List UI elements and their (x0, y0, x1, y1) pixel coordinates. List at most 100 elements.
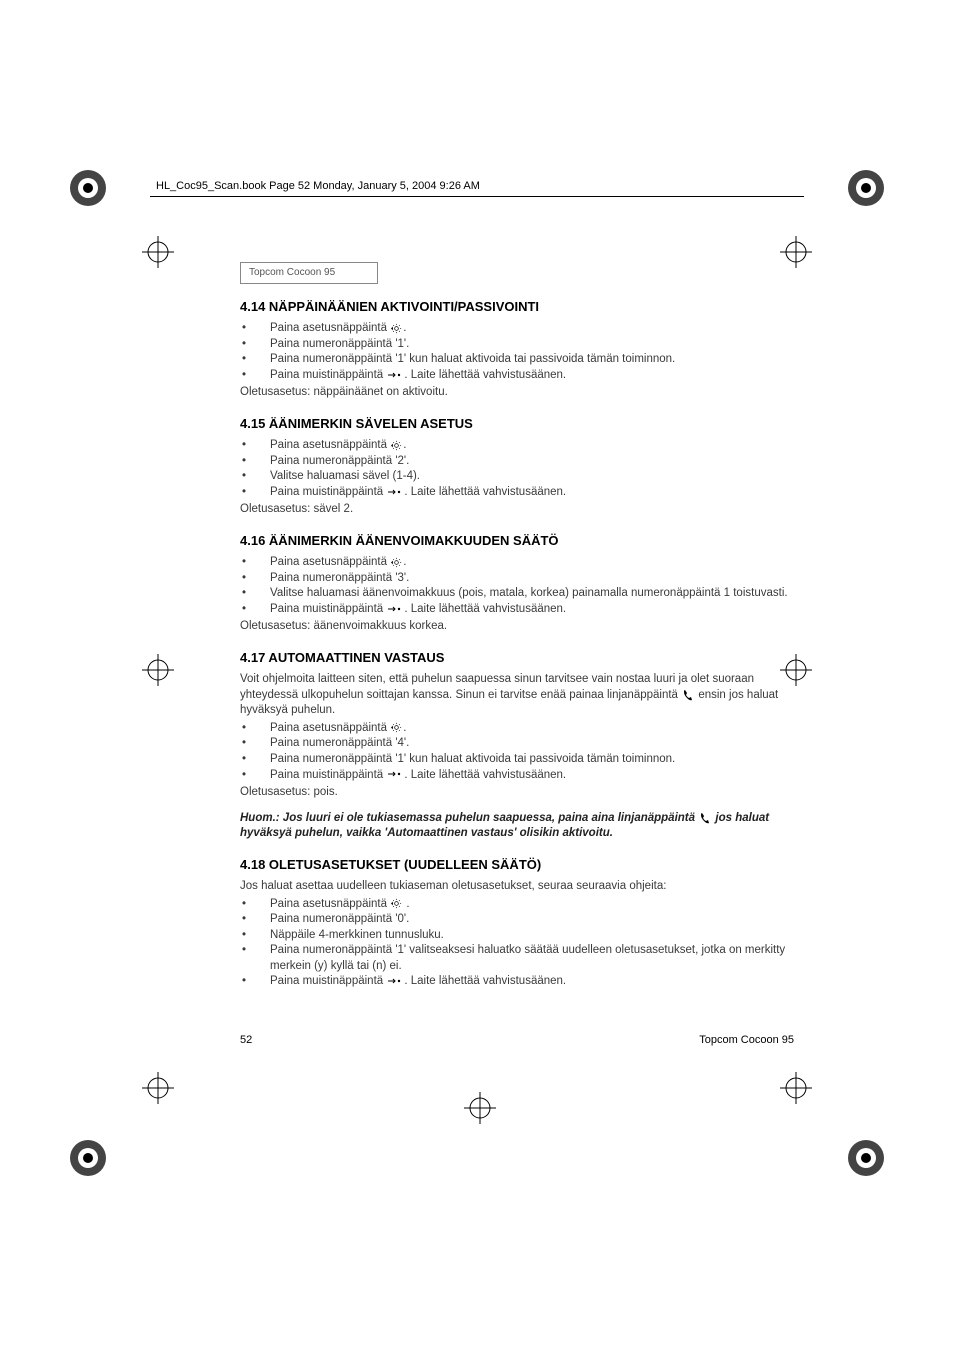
bullet-text: Valitse haluamasi äänenvoimakkuus (pois,… (270, 586, 794, 602)
doc-title-box: Topcom Cocoon 95 (240, 262, 378, 284)
list-item: •Paina asetusnäppäintä . (240, 721, 794, 737)
print-header-text: HL_Coc95_Scan.book Page 52 Monday, Janua… (156, 180, 480, 192)
list-item: •Paina numeronäppäintä '1' kun haluat ak… (240, 352, 794, 368)
list-item: •Paina asetusnäppäintä . (240, 897, 794, 913)
section: 4.15 ÄÄNIMERKIN SÄVELEN ASETUS•Paina ase… (240, 415, 794, 518)
page-number: 52 (240, 1034, 252, 1046)
bullet-list: •Paina asetusnäppäintä .•Paina numeronäp… (240, 897, 794, 990)
section: 4.18 OLETUSASETUKSET (UUDELLEEN SÄÄTÖ)Jo… (240, 856, 794, 990)
section: 4.16 ÄÄNIMERKIN ÄÄNENVOIMAKKUUDEN SÄÄTÖ •… (240, 532, 794, 635)
bullet-marker: • (240, 321, 270, 337)
section: 4.14 NÄPPÄINÄÄNIEN AKTIVOINTI/PASSIVOINT… (240, 298, 794, 401)
footer-brand: Topcom Cocoon 95 (699, 1034, 794, 1046)
memory-arrow-icon (387, 770, 403, 778)
list-item: •Paina asetusnäppäintä . (240, 321, 794, 337)
bullet-marker: • (240, 337, 270, 353)
list-item: •Valitse haluamasi äänenvoimakkuus (pois… (240, 586, 794, 602)
bullet-marker: • (240, 768, 270, 784)
crop-mark-br (838, 1130, 894, 1186)
settings-icon (391, 557, 402, 568)
section-intro: Voit ohjelmoita laitteen siten, että puh… (240, 672, 794, 719)
settings-icon (391, 440, 402, 451)
bullet-marker: • (240, 943, 270, 974)
settings-icon (391, 323, 402, 334)
phone-icon (682, 689, 694, 701)
reg-mark-bc (460, 1088, 500, 1128)
section-footer: Oletusasetus: pois. (240, 785, 794, 801)
bullet-marker: • (240, 352, 270, 368)
bullet-marker: • (240, 974, 270, 990)
bullet-text: Paina asetusnäppäintä . (270, 438, 794, 454)
list-item: •Paina muistinäppäintä . Laite lähettää … (240, 974, 794, 990)
bullet-marker: • (240, 368, 270, 384)
bullet-marker: • (240, 928, 270, 944)
bullet-marker: • (240, 586, 270, 602)
bullet-text: Valitse haluamasi sävel (1-4). (270, 469, 794, 485)
page-content: Topcom Cocoon 95 4.14 NÄPPÄINÄÄNIEN AKTI… (240, 262, 794, 992)
list-item: •Näppäile 4-merkkinen tunnusluku. (240, 928, 794, 944)
list-item: •Paina numeronäppäintä '3'. (240, 571, 794, 587)
list-item: •Paina numeronäppäintä '2'. (240, 454, 794, 470)
bullet-marker: • (240, 485, 270, 501)
bullet-text: Paina asetusnäppäintä . (270, 555, 794, 571)
bullet-list: •Paina asetusnäppäintä .•Paina numeronäp… (240, 721, 794, 783)
section-heading: 4.16 ÄÄNIMERKIN ÄÄNENVOIMAKKUUDEN SÄÄTÖ (240, 532, 794, 550)
list-item: •Valitse haluamasi sävel (1-4). (240, 469, 794, 485)
bullet-text: Paina muistinäppäintä . Laite lähettää v… (270, 768, 794, 784)
memory-arrow-icon (387, 488, 403, 496)
bullet-marker: • (240, 438, 270, 454)
bullet-marker: • (240, 721, 270, 737)
reg-mark-ml (138, 650, 178, 690)
bullet-text: Paina asetusnäppäintä . (270, 721, 794, 737)
bullet-marker: • (240, 752, 270, 768)
bullet-text: Paina muistinäppäintä . Laite lähettää v… (270, 485, 794, 501)
reg-mark-bl2 (138, 1068, 178, 1108)
list-item: •Paina muistinäppäintä . Laite lähettää … (240, 768, 794, 784)
crop-mark-tl (60, 160, 116, 216)
bullet-text: Paina numeronäppäintä '3'. (270, 571, 794, 587)
section-footer: Oletusasetus: näppäinäänet on aktivoitu. (240, 385, 794, 401)
bullet-marker: • (240, 897, 270, 913)
bullet-marker: • (240, 454, 270, 470)
bullet-list: •Paina asetusnäppäintä .•Paina numeronäp… (240, 438, 794, 500)
print-header-rule (150, 196, 804, 197)
bullet-text: Näppäile 4-merkkinen tunnusluku. (270, 928, 794, 944)
list-item: •Paina numeronäppäintä '0'. (240, 912, 794, 928)
bullet-text: Paina numeronäppäintä '4'. (270, 736, 794, 752)
bullet-text: Paina numeronäppäintä '1' valitseaksesi … (270, 943, 794, 974)
section-footer: Oletusasetus: sävel 2. (240, 502, 794, 518)
settings-icon (391, 898, 402, 909)
bullet-marker: • (240, 555, 270, 571)
bullet-text: Paina muistinäppäintä . Laite lähettää v… (270, 368, 794, 384)
bullet-marker: • (240, 571, 270, 587)
list-item: •Paina asetusnäppäintä . (240, 555, 794, 571)
list-item: •Paina numeronäppäintä '1' kun haluat ak… (240, 752, 794, 768)
section-footer: Oletusasetus: äänenvoimakkuus korkea. (240, 619, 794, 635)
memory-arrow-icon (387, 977, 403, 985)
list-item: •Paina muistinäppäintä . Laite lähettää … (240, 368, 794, 384)
section-heading: 4.14 NÄPPÄINÄÄNIEN AKTIVOINTI/PASSIVOINT… (240, 298, 794, 316)
list-item: •Paina numeronäppäintä '1'. (240, 337, 794, 353)
bullet-text: Paina numeronäppäintä '1' kun haluat akt… (270, 352, 794, 368)
list-item: •Paina asetusnäppäintä . (240, 438, 794, 454)
phone-icon (699, 812, 711, 824)
bullet-text: Paina numeronäppäintä '1' kun haluat akt… (270, 752, 794, 768)
list-item: •Paina numeronäppäintä '4'. (240, 736, 794, 752)
reg-mark-tl (138, 232, 178, 272)
bullet-text: Paina numeronäppäintä '0'. (270, 912, 794, 928)
bullet-text: Paina numeronäppäintä '1'. (270, 337, 794, 353)
memory-arrow-icon (387, 371, 403, 379)
section-intro: Jos haluat asettaa uudelleen tukiaseman … (240, 879, 794, 895)
bullet-text: Paina asetusnäppäintä . (270, 897, 794, 913)
memory-arrow-icon (387, 605, 403, 613)
section-note: Huom.: Jos luuri ei ole tukiasemassa puh… (240, 811, 794, 842)
bullet-marker: • (240, 736, 270, 752)
crop-mark-bl (60, 1130, 116, 1186)
list-item: •Paina muistinäppäintä . Laite lähettää … (240, 602, 794, 618)
list-item: •Paina muistinäppäintä . Laite lähettää … (240, 485, 794, 501)
section-heading: 4.15 ÄÄNIMERKIN SÄVELEN ASETUS (240, 415, 794, 433)
list-item: •Paina numeronäppäintä '1' valitseaksesi… (240, 943, 794, 974)
settings-icon (391, 722, 402, 733)
bullet-text: Paina asetusnäppäintä . (270, 321, 794, 337)
bullet-text: Paina muistinäppäintä . Laite lähettää v… (270, 974, 794, 990)
